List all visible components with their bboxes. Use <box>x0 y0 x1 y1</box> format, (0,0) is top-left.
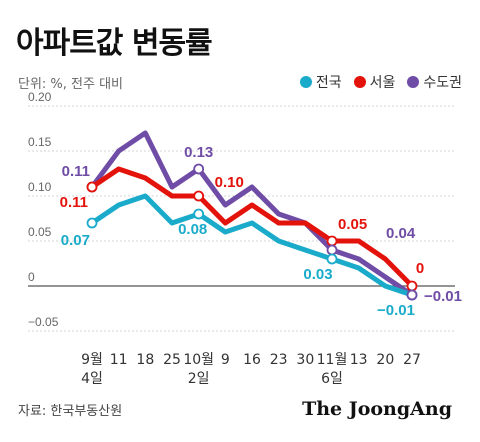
data-point-marker <box>193 190 205 202</box>
data-label: 0.03 <box>303 266 332 283</box>
legend: 전국 서울 수도권 <box>299 72 462 92</box>
unit-label: 단위: %, 전주 대비 <box>18 77 124 92</box>
data-point-marker <box>326 235 338 247</box>
legend-item-seoul: 서울 <box>353 72 396 92</box>
x-tick-label: 10월 <box>183 352 214 368</box>
series-line-1 <box>89 166 415 289</box>
data-label: 0.05 <box>338 216 367 233</box>
legend-swatch-capital-area <box>407 76 420 88</box>
x-tick-label: 18 <box>136 352 154 368</box>
x-tick-label: 11 <box>110 352 128 368</box>
data-label: 0.11 <box>60 194 88 211</box>
data-label: 0.04 <box>386 225 416 242</box>
chart-title: 아파트값 변동률 <box>16 26 213 61</box>
x-tick-label: 4일 <box>81 371 103 387</box>
x-tick-label: 9월 <box>81 352 103 368</box>
data-label: 0.07 <box>61 232 90 249</box>
y-tick-label: −0.05 <box>28 315 59 329</box>
y-tick-label: 0.10 <box>28 180 52 194</box>
data-label: 0.10 <box>215 174 244 191</box>
x-tick-label: 2일 <box>188 371 210 387</box>
y-tick-label: 0.15 <box>28 135 52 149</box>
legend-item-national: 전국 <box>299 72 342 92</box>
legend-swatch-national <box>299 76 312 88</box>
legend-swatch-seoul <box>353 76 366 88</box>
data-point-marker <box>326 244 338 256</box>
data-label: 0.08 <box>178 221 207 238</box>
x-tick-label: 30 <box>296 352 314 368</box>
data-point-marker <box>193 163 205 175</box>
data-point-marker <box>193 208 205 220</box>
data-label: 0.13 <box>184 144 213 161</box>
y-tick-label: 0 <box>28 270 35 284</box>
data-label: −0.01 <box>377 302 415 319</box>
x-tick-label: 16 <box>243 352 261 368</box>
data-point-marker <box>86 217 98 229</box>
legend-label-seoul: 서울 <box>369 75 396 91</box>
x-tick-label: 6일 <box>321 371 343 387</box>
data-label: −0.01 <box>424 288 462 305</box>
x-tick-label: 27 <box>403 352 421 368</box>
x-tick-label: 13 <box>350 352 368 368</box>
x-tick-label: 23 <box>270 352 288 368</box>
data-point-marker <box>86 181 98 193</box>
legend-label-national: 전국 <box>315 75 342 91</box>
x-tick-label: 20 <box>376 352 394 368</box>
data-label: 0 <box>416 260 424 277</box>
x-tick-label: 25 <box>163 352 181 368</box>
legend-item-capital-area: 수도권 <box>407 72 462 92</box>
brand-logo: The JoongAng <box>302 398 452 420</box>
y-tick-label: 0.05 <box>28 225 52 239</box>
data-label: 0.11 <box>62 163 90 180</box>
series-line-0 <box>89 193 415 298</box>
legend-label-capital-area: 수도권 <box>423 75 462 91</box>
y-tick-label: 0.20 <box>28 90 52 104</box>
data-point-marker <box>326 253 338 265</box>
x-tick-label: 11월 <box>317 352 348 368</box>
data-point-marker <box>406 289 418 301</box>
data-point-marker <box>406 280 418 292</box>
x-tick-label: 9 <box>221 352 230 368</box>
series-line-2 <box>89 130 415 298</box>
source-note: 자료: 한국부동산원 <box>18 404 123 419</box>
